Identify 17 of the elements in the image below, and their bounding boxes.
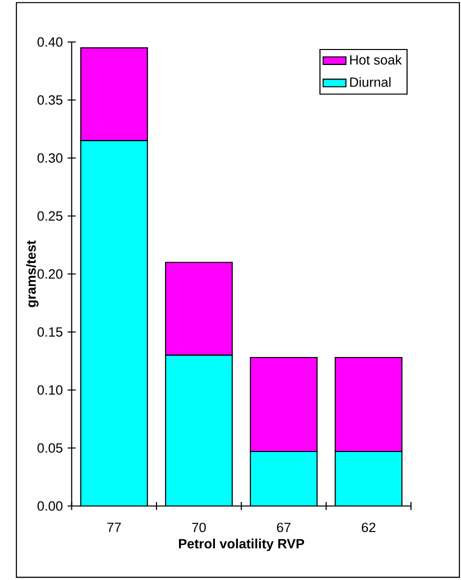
legend-label: Diurnal <box>350 77 390 87</box>
y-tick-label: 0.10 <box>37 385 62 395</box>
x-axis-title: Petrol volatility RVP <box>178 538 304 552</box>
x-tick-label: 77 <box>107 522 121 532</box>
x-tick-label: 70 <box>192 522 206 532</box>
y-tick-label: 0.30 <box>37 153 62 163</box>
y-tick-label: 0.25 <box>37 211 62 221</box>
y-tick-label: 0.15 <box>37 327 62 337</box>
y-tick-label: 0.20 <box>37 269 62 279</box>
legend-label: Hot soak <box>350 54 402 65</box>
x-tick-label: 62 <box>362 522 376 532</box>
y-axis-title: grams/test <box>26 240 38 308</box>
y-tick-label: 0.40 <box>37 37 62 47</box>
x-tick-label: 67 <box>276 522 290 532</box>
y-tick-label: 0.35 <box>37 95 62 105</box>
y-tick-label: 0.00 <box>37 501 62 511</box>
y-tick-label: 0.05 <box>37 443 62 453</box>
